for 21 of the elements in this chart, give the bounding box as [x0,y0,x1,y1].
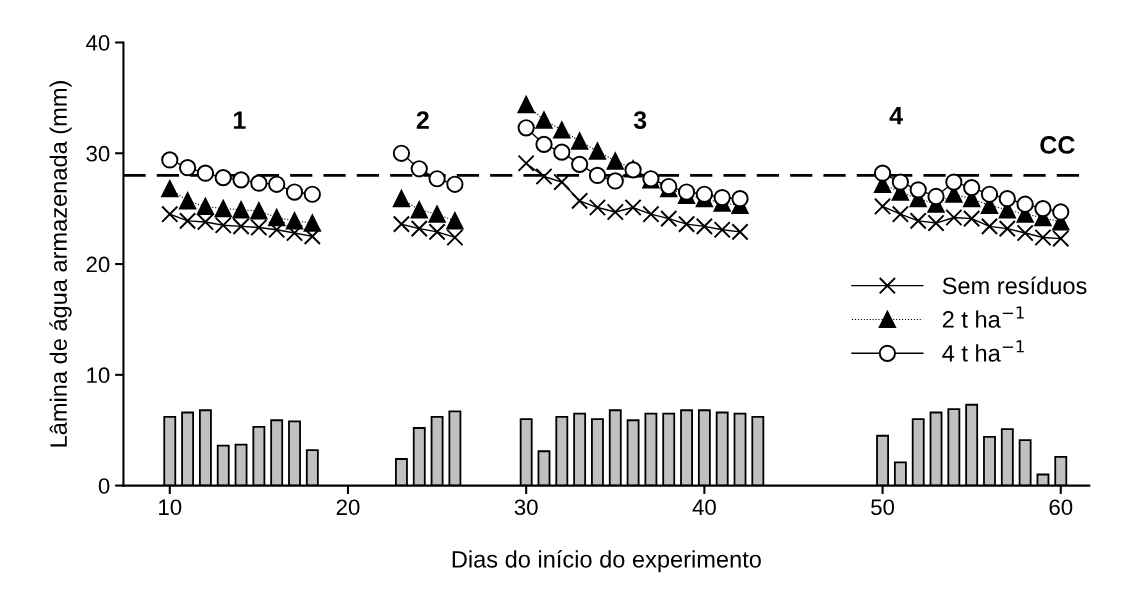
y-axis-title: Lâmina de água armazenada (mm) [49,81,72,447]
x-tick-label: 20 [336,499,360,516]
legend-label: 4 t ha$^{−1}$ [942,340,1024,362]
y-tick-label: 20 [86,256,110,273]
y-tick-label: 30 [86,145,110,162]
legend-label: 2 t ha$^{−1}$ [942,306,1024,328]
legend-label: Sem resíduos [942,276,1087,295]
x-tick-label: 40 [692,499,716,516]
annotation: 4 [889,107,903,125]
y-tick-label: 0 [98,478,110,494]
annotation: 3 [633,111,647,129]
y-tick-label: 40 [86,35,110,51]
x-tick-label: 30 [514,499,538,516]
x-tick-label: 50 [871,499,895,516]
annotation: 2 [416,111,429,129]
x-tick-label: 10 [159,499,182,516]
x-axis-title: Dias do início do experimento [452,550,761,573]
y-tick-label: 10 [87,367,110,384]
annotation: 1 [233,111,246,129]
ref-line-label: CC [1040,136,1075,154]
x-tick-label: 60 [1049,499,1073,516]
